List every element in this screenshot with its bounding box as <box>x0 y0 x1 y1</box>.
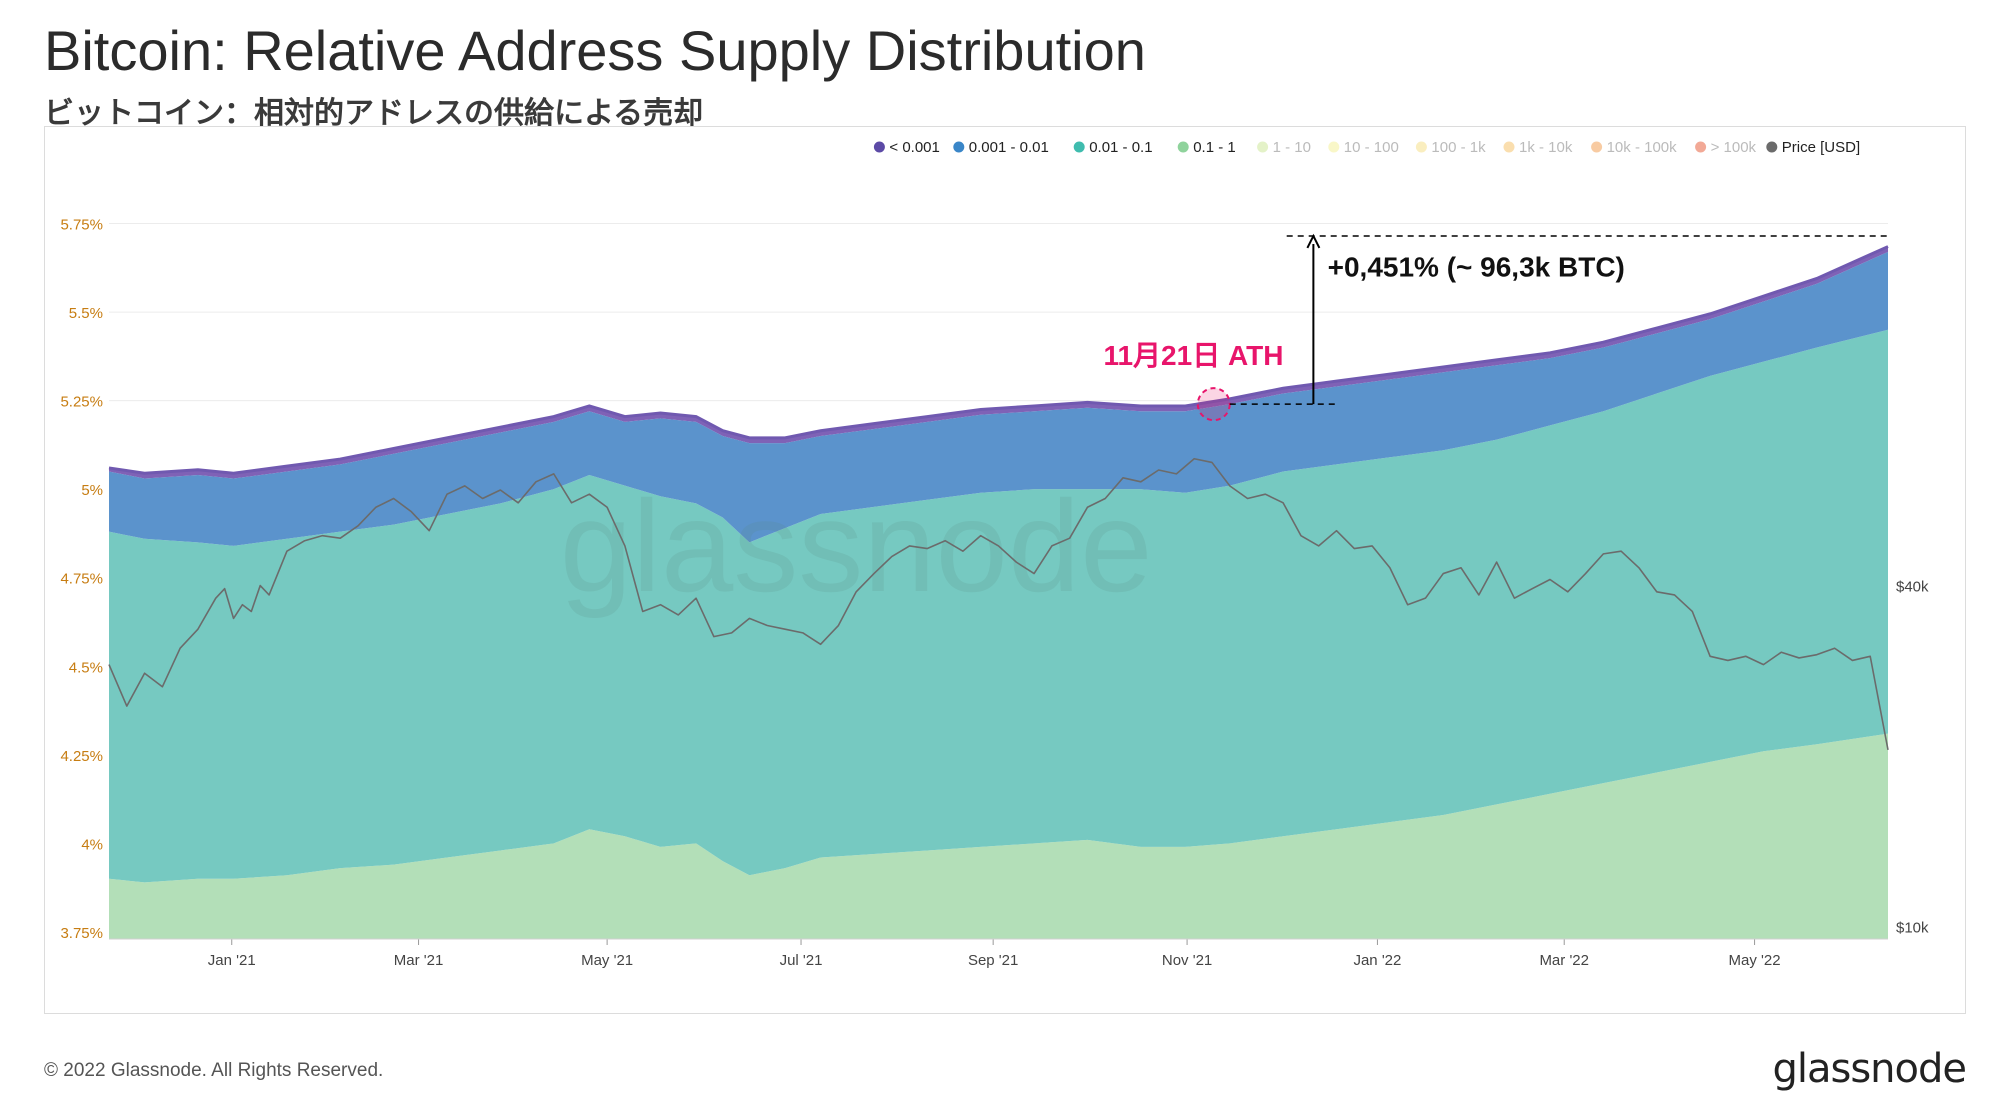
legend-label: 0.001 - 0.01 <box>969 139 1049 156</box>
x-tick-label: Sep '21 <box>968 952 1018 969</box>
y-tick-label: 4.75% <box>60 571 103 588</box>
page-subtitle: ビットコイン：相対的アドレスの供給による売却 <box>44 96 704 131</box>
legend-label: 100 - 1k <box>1431 139 1486 156</box>
chart-svg: 5.75% 5.5% 5.25% 5% 4.75% 4.5% 4.25% 4% 3.75% gla… <box>60 139 1929 969</box>
legend-swatch <box>873 141 885 153</box>
ath-marker <box>1196 387 1231 422</box>
legend-label: 1 - 10 <box>1273 139 1311 156</box>
legend-label: 10k - 100k <box>1607 139 1678 156</box>
x-tick-label: Jan '22 <box>1353 952 1401 969</box>
price-line <box>108 457 1889 751</box>
x-tick-label: May '21 <box>581 952 633 969</box>
legend-swatch <box>1328 141 1340 153</box>
legend-label: 1k - 10k <box>1519 139 1573 156</box>
y-tick-label: 5.75% <box>60 217 103 234</box>
legend-label: 0.1 - 1 <box>1193 139 1236 156</box>
legend-label: > 100k <box>1711 139 1757 156</box>
legend-swatch <box>1177 141 1189 153</box>
area--0-001 <box>109 246 1888 479</box>
x-tick-label: Jan '21 <box>208 952 256 969</box>
legend-swatch <box>1257 141 1269 153</box>
legend-swatch <box>953 141 965 153</box>
delta-arrow-head <box>1306 233 1321 249</box>
series-lt0001-edge <box>108 245 1889 475</box>
y-tick-label: 5.5% <box>69 305 103 322</box>
x-tick-label: Nov '21 <box>1162 952 1212 969</box>
x-tick-label: May '22 <box>1729 952 1781 969</box>
legend-label: 0.01 - 0.1 <box>1089 139 1152 156</box>
area-0-001-0-01 <box>109 251 1888 546</box>
ath-label: 11月21日 ATH <box>1103 340 1283 371</box>
legend-swatch <box>1415 141 1427 153</box>
y-tick-label: 3.75% <box>60 925 103 942</box>
legend-swatch <box>1591 141 1603 153</box>
legend-swatch <box>1695 141 1707 153</box>
area-0-1-1 <box>109 733 1888 939</box>
legend-swatch <box>1503 141 1515 153</box>
delta-label: +0,451% (~ 96,3k BTC) <box>1328 252 1625 283</box>
x-tick-label: Mar '22 <box>1539 952 1589 969</box>
area-0-01-0-1 <box>109 329 1888 883</box>
watermark: glassnode <box>560 473 1153 619</box>
page-title: Bitcoin: Relative Address Supply Distrib… <box>44 19 1146 82</box>
legend-label: 10 - 100 <box>1344 139 1399 156</box>
y-right-tick-label: $40k <box>1896 579 1929 596</box>
y-tick-label: 4.5% <box>69 659 103 676</box>
y-right-tick-label: $10k <box>1896 919 1929 936</box>
glassnode-logo[interactable]: glassnode <box>1772 1046 1967 1092</box>
legend-swatch <box>1766 141 1778 153</box>
y-tick-label: 5% <box>81 482 103 499</box>
chart-panel: 5.75% 5.5% 5.25% 5% 4.75% 4.5% 4.25% 4% 3.75% gla… <box>44 126 1966 1014</box>
legend-swatch <box>1073 141 1085 153</box>
y-tick-label: 4% <box>81 836 103 853</box>
y-tick-label: 5.25% <box>60 394 103 411</box>
y-tick-label: 4.25% <box>60 748 103 765</box>
x-tick-label: Mar '21 <box>394 952 444 969</box>
copyright-text: © 2022 Glassnode. All Rights Reserved. <box>44 1060 384 1081</box>
legend-label: Price [USD] <box>1782 139 1860 156</box>
x-tick-label: Jul '21 <box>780 952 823 969</box>
legend-label: < 0.001 <box>889 139 939 156</box>
